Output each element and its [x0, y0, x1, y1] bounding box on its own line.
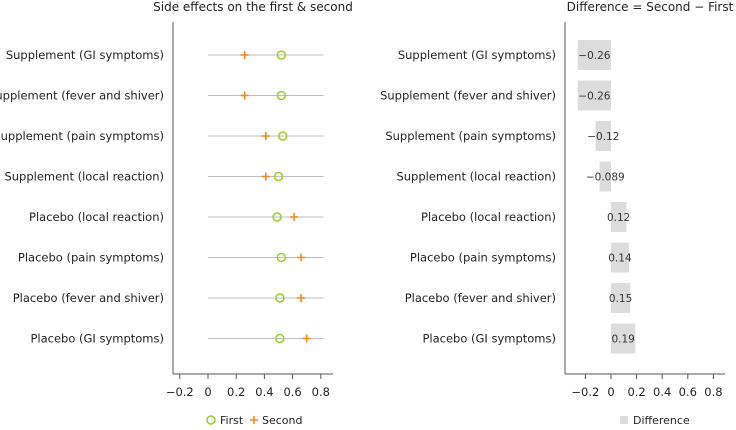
first-point	[276, 252, 287, 263]
left-x-tick-label: 0.2	[227, 385, 245, 399]
left-chart-title: Side effects on the first & second	[153, 0, 353, 14]
difference-data-label: 0.12	[607, 212, 630, 224]
left-category-label: Placebo (local reaction)	[29, 210, 164, 224]
difference-data-label: 0.14	[608, 253, 632, 265]
second-point	[297, 294, 306, 302]
legend-second-marker	[250, 416, 258, 424]
first-point	[272, 212, 282, 222]
left-category-label: Supplement (fever and shiver)	[0, 89, 164, 103]
right-legend: Difference	[620, 414, 690, 427]
first-point	[275, 293, 285, 303]
difference-bar	[577, 40, 611, 70]
right-category-label: Placebo (GI symptoms)	[422, 332, 556, 346]
difference-bar	[577, 80, 611, 111]
left-x-tick-label: 0.8	[312, 385, 330, 399]
left-x-tick-label: 0.6	[283, 385, 301, 399]
right-chart-title: Difference = Second − First	[567, 0, 734, 14]
right-x-tick-label: 0.6	[679, 385, 697, 399]
left-x-tick-label: 0	[204, 385, 211, 399]
right-x-tick-label: −0.2	[571, 385, 599, 399]
second-point	[297, 253, 306, 262]
right-category-label: Placebo (local reaction)	[421, 210, 556, 224]
left-panel-dot-chart: Side effects on the first & second Suppl…	[0, 0, 353, 427]
difference-bar	[611, 283, 631, 313]
second-point	[261, 172, 270, 181]
right-panel-bar-chart: Difference = Second − First Supplement (…	[380, 0, 734, 427]
right-x-tick-label: 0.2	[627, 385, 645, 399]
right-category-label: Placebo (pain symptoms)	[410, 251, 556, 265]
legend-first-marker	[206, 415, 216, 425]
left-category-label: Supplement (pain symptoms)	[0, 129, 164, 143]
first-point	[276, 50, 287, 60]
difference-data-label: −0.089	[586, 172, 625, 184]
second-point	[240, 91, 249, 100]
difference-bar	[611, 242, 629, 273]
second-point	[290, 213, 299, 221]
second-point	[240, 51, 249, 59]
difference-data-label: 0.19	[611, 334, 634, 346]
legend-difference-swatch	[620, 416, 628, 424]
first-point	[273, 171, 284, 182]
difference-bar	[599, 161, 611, 192]
difference-bar	[595, 121, 611, 151]
legend-difference-label: Difference	[633, 414, 690, 426]
left-legend: First Second	[206, 414, 302, 427]
second-point	[261, 132, 270, 140]
right-category-label: Supplement (fever and shiver)	[380, 89, 556, 103]
legend-second-label: Second	[262, 414, 302, 426]
right-category-label: Supplement (GI symptoms)	[398, 48, 556, 62]
left-category-label: Supplement (GI symptoms)	[6, 48, 164, 62]
left-category-label: Placebo (GI symptoms)	[30, 332, 164, 346]
right-category-label: Placebo (fever and shiver)	[405, 291, 556, 305]
left-x-tick-label: 0.4	[255, 385, 273, 399]
second-point	[302, 334, 311, 343]
first-point	[275, 333, 285, 344]
right-x-tick-label: 0.4	[653, 385, 671, 399]
difference-data-label: 0.15	[609, 293, 632, 305]
first-point	[276, 90, 287, 101]
difference-data-label: −0.26	[578, 50, 610, 62]
left-category-label: Supplement (local reaction)	[4, 170, 164, 184]
difference-bar	[611, 202, 627, 232]
right-category-label: Supplement (local reaction)	[396, 170, 556, 184]
right-category-label: Supplement (pain symptoms)	[385, 129, 556, 143]
right-x-tick-label: 0.8	[704, 385, 722, 399]
legend-first-label: First	[220, 414, 244, 426]
left-category-label: Placebo (pain symptoms)	[18, 251, 164, 265]
right-x-tick-label: 0	[607, 385, 614, 399]
difference-bar	[611, 323, 636, 354]
left-category-label: Placebo (fever and shiver)	[13, 291, 164, 305]
first-point	[277, 131, 288, 141]
difference-data-label: −0.12	[587, 131, 619, 143]
difference-data-label: −0.26	[578, 91, 610, 103]
left-x-tick-label: −0.2	[166, 385, 194, 399]
